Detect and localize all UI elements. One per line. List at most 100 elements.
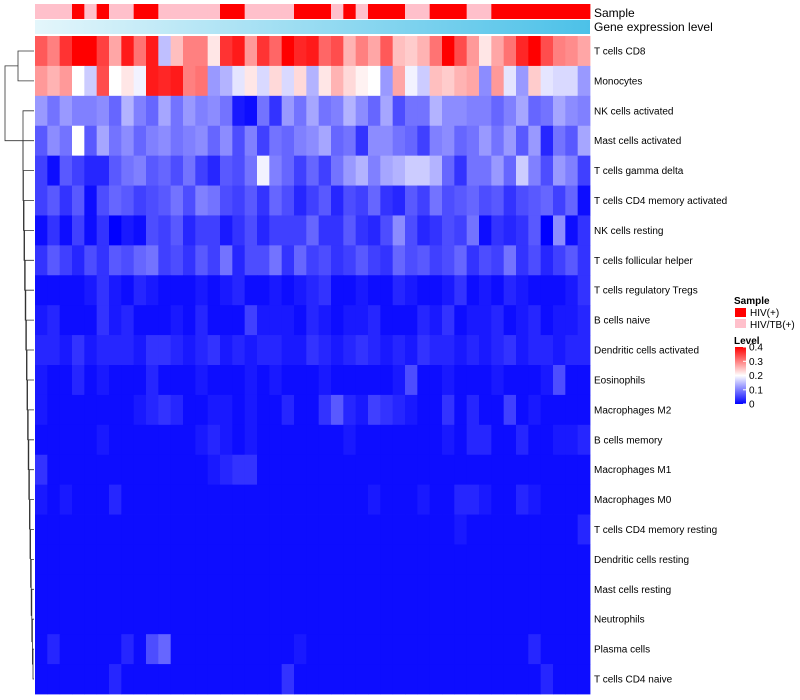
heatmap-cell — [72, 215, 85, 246]
heatmap-cell — [281, 544, 295, 575]
heatmap-cell — [331, 65, 344, 97]
heatmap-cell — [72, 574, 85, 605]
heatmap-cell — [257, 634, 270, 665]
heatmap-cell — [84, 484, 98, 515]
heatmap-cell — [244, 604, 258, 635]
heatmap-cell — [170, 365, 184, 396]
heatmap-cell — [35, 604, 48, 635]
heatmap-cell — [343, 394, 357, 426]
heatmap-cell — [479, 514, 492, 545]
heatmap-cell — [183, 454, 196, 486]
legend-swatch-hiv-tb — [735, 319, 746, 328]
heatmap-cell — [72, 514, 85, 545]
heatmap-cell — [331, 335, 344, 366]
heatmap-cell — [146, 544, 159, 575]
heatmap-cell — [540, 394, 554, 426]
legend-tick-label: 0.1 — [749, 385, 763, 396]
legend-tick-label: 0 — [749, 400, 755, 411]
row-label: NK cells activated — [594, 106, 673, 117]
sample-track-cell — [454, 4, 468, 19]
heatmap-cell — [528, 125, 542, 157]
heatmap-cell — [540, 65, 554, 97]
sample-track-cell — [72, 4, 85, 19]
heatmap-cell — [479, 365, 492, 396]
heatmap-cell — [491, 185, 505, 216]
heatmap-cell — [454, 664, 468, 695]
heatmap-cell — [528, 65, 542, 97]
heatmap-cell — [232, 454, 246, 486]
heatmap-cell — [220, 394, 233, 426]
heatmap-cell — [244, 365, 258, 396]
heatmap-cell — [343, 604, 357, 635]
heatmap-cell — [281, 664, 295, 695]
heatmap-cell — [121, 574, 135, 605]
heatmap-cell — [565, 185, 579, 216]
heatmap-cell — [368, 275, 381, 306]
heatmap-cell — [565, 36, 579, 67]
heatmap-cell — [491, 454, 505, 486]
heatmap-cell — [503, 125, 517, 157]
heatmap-cell — [170, 36, 184, 67]
heatmap-cell — [540, 544, 554, 575]
heatmap-cell — [491, 544, 505, 575]
heatmap-cell — [503, 185, 517, 216]
heatmap-cell — [195, 454, 209, 486]
heatmap-cell — [281, 394, 295, 426]
heatmap-cell — [417, 664, 431, 695]
heatmap-cell — [565, 664, 579, 695]
heatmap-cell — [380, 664, 394, 695]
heatmap-cell — [133, 514, 147, 545]
heatmap-cell — [516, 484, 529, 515]
heatmap-cell — [47, 514, 61, 545]
heatmap-cell — [355, 454, 369, 486]
heatmap-cell — [133, 215, 147, 246]
heatmap-cell — [380, 275, 394, 306]
heatmap-cell — [183, 394, 196, 426]
heatmap-cell — [257, 245, 270, 276]
heatmap-cell — [294, 65, 307, 97]
heatmap-cell — [553, 664, 566, 695]
heatmap-cell — [454, 305, 468, 336]
heatmap-cell — [368, 335, 381, 366]
heatmap-cell — [528, 275, 542, 306]
heatmap-cell — [343, 424, 357, 456]
heatmap-cell — [306, 484, 320, 515]
heatmap-cell — [170, 185, 184, 216]
heatmap-cell — [133, 245, 147, 276]
heatmap-cell — [577, 574, 591, 605]
heatmap-cell — [195, 394, 209, 426]
sample-track-cell — [380, 4, 394, 19]
heatmap-cell — [405, 215, 418, 246]
heatmap-cell — [207, 305, 221, 336]
heatmap-cell — [195, 514, 209, 545]
heatmap-cell — [392, 634, 406, 665]
heatmap-cell — [109, 454, 122, 486]
heatmap-cell — [466, 604, 480, 635]
heatmap-cell — [59, 544, 73, 575]
heatmap-cell — [244, 275, 258, 306]
heatmap-cell — [577, 454, 591, 486]
heatmap-cell — [368, 215, 381, 246]
heatmap-cell — [405, 36, 418, 67]
heatmap-cell — [392, 275, 406, 306]
heatmap-cell — [540, 275, 554, 306]
heatmap-cell — [72, 95, 85, 127]
heatmap-cell — [269, 424, 283, 456]
heatmap-cell — [466, 365, 480, 396]
heatmap-cell — [294, 185, 307, 216]
heatmap-cell — [220, 36, 233, 67]
heatmap-cell — [392, 155, 406, 186]
heatmap-cell — [257, 155, 270, 186]
heatmap-cell — [503, 634, 517, 665]
heatmap-cell — [84, 125, 98, 157]
heatmap-cell — [158, 125, 172, 157]
heatmap-cell — [35, 65, 48, 97]
heatmap-cell — [183, 155, 196, 186]
heatmap-cell — [577, 604, 591, 635]
heatmap-cell — [269, 664, 283, 695]
heatmap-cell — [429, 215, 443, 246]
heatmap-cell — [220, 454, 233, 486]
legend: Sample HIV(+) HIV/TB(+) Level 0.40.30.20… — [734, 296, 795, 411]
heatmap-cell — [565, 484, 579, 515]
heatmap-cell — [35, 634, 48, 665]
